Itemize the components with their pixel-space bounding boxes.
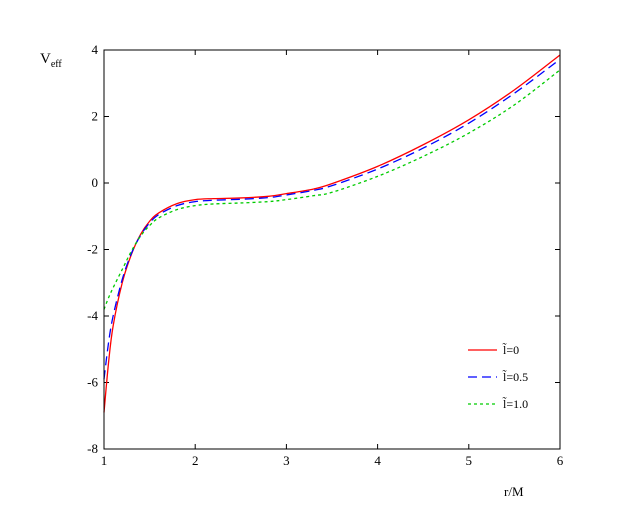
y-tick-label: -8 xyxy=(87,441,98,456)
x-tick-label: 5 xyxy=(466,453,473,468)
x-axis-title: r/M xyxy=(504,484,524,499)
x-tick-label: 4 xyxy=(374,453,381,468)
series-line-2 xyxy=(103,69,561,310)
legend-label-2: l̃=1.0 xyxy=(502,396,528,411)
x-tick-label: 1 xyxy=(101,453,108,468)
series-layer xyxy=(103,54,561,413)
x-axis-ticks: 1 2 3 4 5 6 xyxy=(101,50,564,468)
legend-label-0: l̃=0 xyxy=(502,342,519,357)
y-tick-label: -2 xyxy=(87,242,98,257)
legend: l̃=0 l̃=0.5 l̃=1.0 xyxy=(468,342,528,411)
x-tick-label: 2 xyxy=(192,453,199,468)
y-axis-title-sub: eff xyxy=(51,59,63,70)
y-tick-label: -6 xyxy=(87,375,98,390)
x-tick-label: 6 xyxy=(557,453,564,468)
y-axis-title-main: V xyxy=(40,51,51,67)
y-axis-title: Veff xyxy=(40,51,62,70)
series-line-1 xyxy=(103,58,561,380)
x-tick-label: 3 xyxy=(283,453,290,468)
legend-label-1: l̃=0.5 xyxy=(502,369,528,384)
y-tick-label: 0 xyxy=(92,175,99,190)
series-line-0 xyxy=(103,54,561,413)
plot-frame xyxy=(103,49,561,450)
y-tick-label: 2 xyxy=(92,109,99,124)
y-axis-ticks: -8 -6 -4 -2 0 2 4 xyxy=(87,42,560,456)
y-tick-label: 4 xyxy=(92,42,99,57)
y-tick-label: -4 xyxy=(87,308,98,323)
